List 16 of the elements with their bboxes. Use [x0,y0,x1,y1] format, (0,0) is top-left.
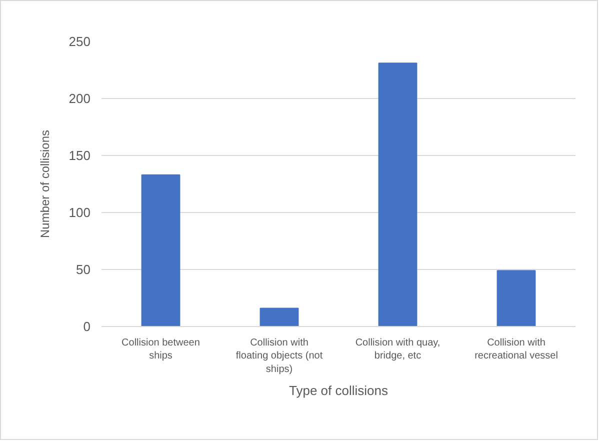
bar [260,308,299,326]
x-tick-label: Collision between ships [122,338,200,362]
x-tick-label: Collision with recreational vessel [474,338,558,362]
y-tick-label: 50 [76,262,91,277]
x-axis-title: Type of collisions [289,382,388,398]
y-tick-label: 100 [68,205,91,220]
y-tick-label: 0 [83,319,91,334]
y-tick-label: 200 [68,91,91,106]
bar [496,270,536,326]
bar [141,174,180,326]
y-axis-title: Number of collisions [38,130,52,238]
y-tick-label: 150 [68,148,91,163]
x-tick-label: Collision with quay, bridge, etc [355,338,440,362]
bar [378,62,418,326]
x-tick-label: Collision with floating objects (not ships) [236,338,323,375]
y-tick-label: 250 [68,34,91,49]
